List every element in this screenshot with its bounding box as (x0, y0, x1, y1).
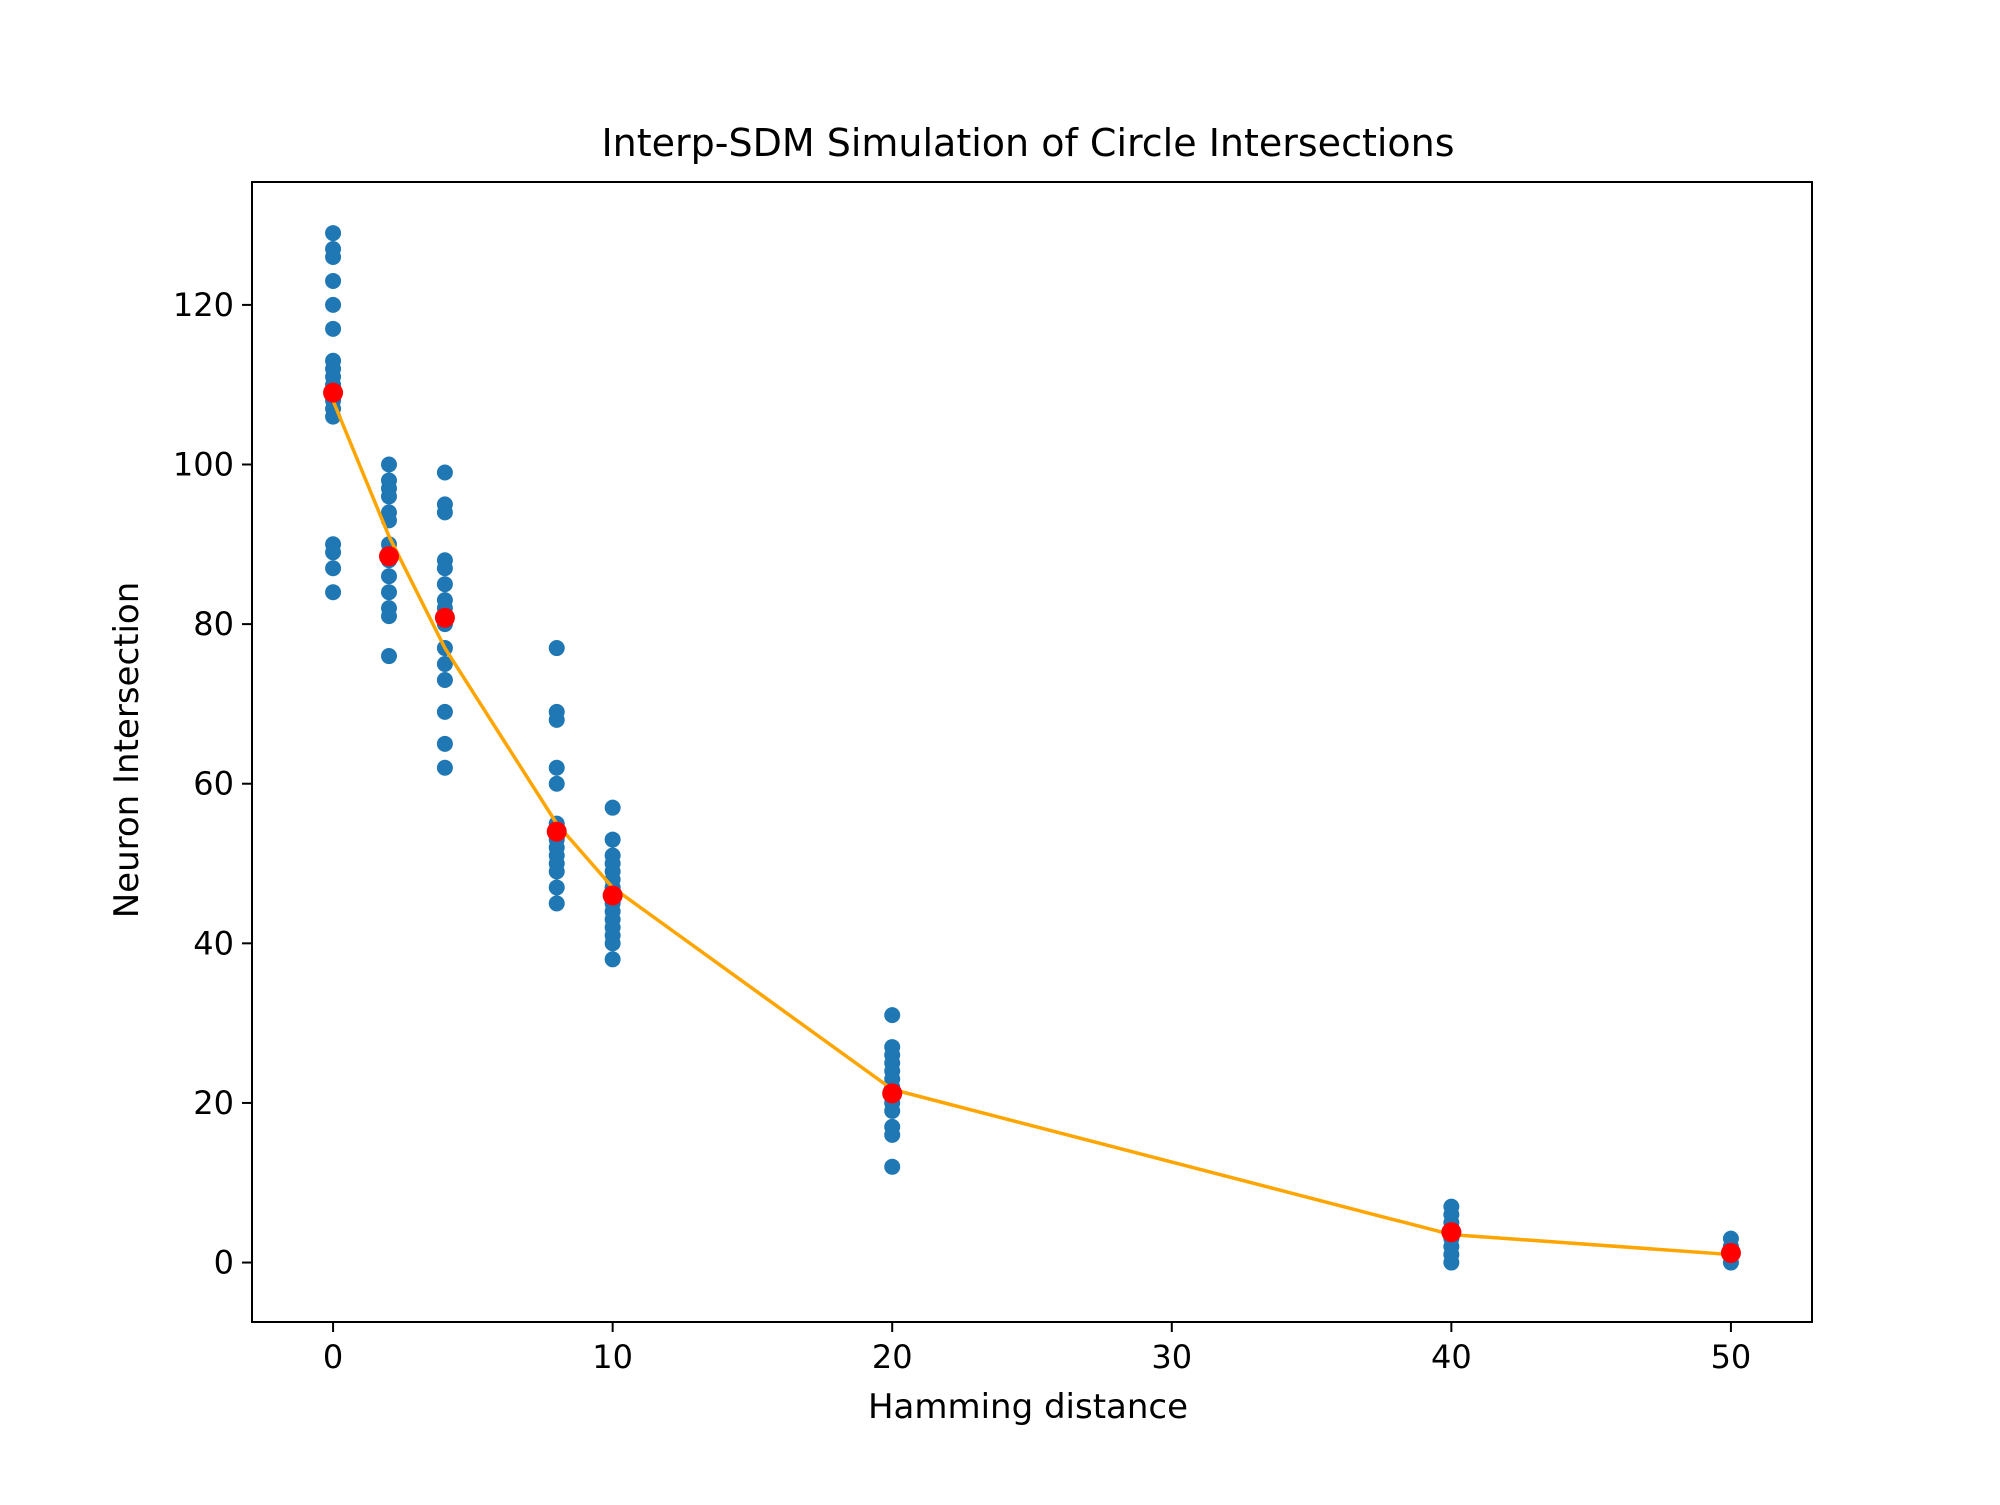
sample-point (436, 759, 453, 776)
sample-point (548, 711, 565, 728)
sample-point (1443, 1254, 1460, 1271)
sample-point (436, 735, 453, 752)
sample-point (325, 544, 342, 561)
y-tick-label: 20 (193, 1084, 234, 1122)
x-tick-label: 20 (872, 1338, 913, 1376)
y-tick-label: 100 (173, 446, 234, 484)
sample-point (436, 464, 453, 481)
sample-point (548, 759, 565, 776)
sample-point (604, 951, 621, 968)
sample-point (380, 568, 397, 585)
chart-title: Interp-SDM Simulation of Circle Intersec… (601, 121, 1454, 165)
x-tick-label: 50 (1711, 1338, 1752, 1376)
sample-point (604, 935, 621, 952)
x-axis-ticks: 0 10 20 30 40 50 (323, 1322, 1751, 1376)
sample-point (325, 560, 342, 577)
mean-point (434, 607, 455, 628)
sample-point (884, 1102, 901, 1119)
sample-point (380, 456, 397, 473)
sample-point (604, 831, 621, 848)
sample-point (325, 296, 342, 313)
sample-point (380, 648, 397, 665)
sample-point (436, 576, 453, 593)
mean-point (602, 885, 623, 906)
sample-point (380, 584, 397, 601)
sample-point (548, 640, 565, 657)
sample-point (325, 249, 342, 266)
y-tick-label: 40 (193, 924, 234, 962)
sample-point (604, 799, 621, 816)
y-tick-label: 0 (214, 1244, 234, 1282)
plot-area (323, 225, 1741, 1271)
y-tick-label: 80 (193, 605, 234, 643)
sample-point (884, 1158, 901, 1175)
mean-point (546, 821, 567, 842)
sample-point (548, 879, 565, 896)
x-tick-label: 10 (592, 1338, 633, 1376)
sample-point (436, 504, 453, 521)
plot-frame (251, 181, 1813, 1323)
y-axis-ticks: 0 20 40 60 80 100 120 (173, 286, 252, 1282)
sample-point (548, 895, 565, 912)
sample-point (325, 320, 342, 337)
sample-point (380, 608, 397, 625)
sample-point (548, 863, 565, 880)
sample-point (325, 584, 342, 601)
sample-point (436, 703, 453, 720)
x-tick-label: 0 (323, 1338, 343, 1376)
y-axis-label: Neuron Intersection (107, 582, 147, 919)
mean-point (323, 382, 344, 403)
sample-point (884, 1007, 901, 1024)
y-tick-label: 120 (173, 286, 234, 324)
mean-point (882, 1083, 903, 1104)
sample-point (436, 560, 453, 577)
x-tick-label: 30 (1151, 1338, 1192, 1376)
sample-point (325, 225, 342, 242)
x-tick-label: 40 (1431, 1338, 1472, 1376)
sample-point (436, 656, 453, 673)
sample-point (380, 488, 397, 505)
mean-point (1720, 1242, 1741, 1263)
sample-point (325, 272, 342, 289)
x-axis-label: Hamming distance (868, 1387, 1188, 1427)
y-tick-label: 60 (193, 765, 234, 803)
sample-point (884, 1126, 901, 1143)
sample-point (548, 775, 565, 792)
sample-point (436, 671, 453, 688)
mean-point (1441, 1222, 1462, 1243)
mean-point (378, 546, 399, 567)
